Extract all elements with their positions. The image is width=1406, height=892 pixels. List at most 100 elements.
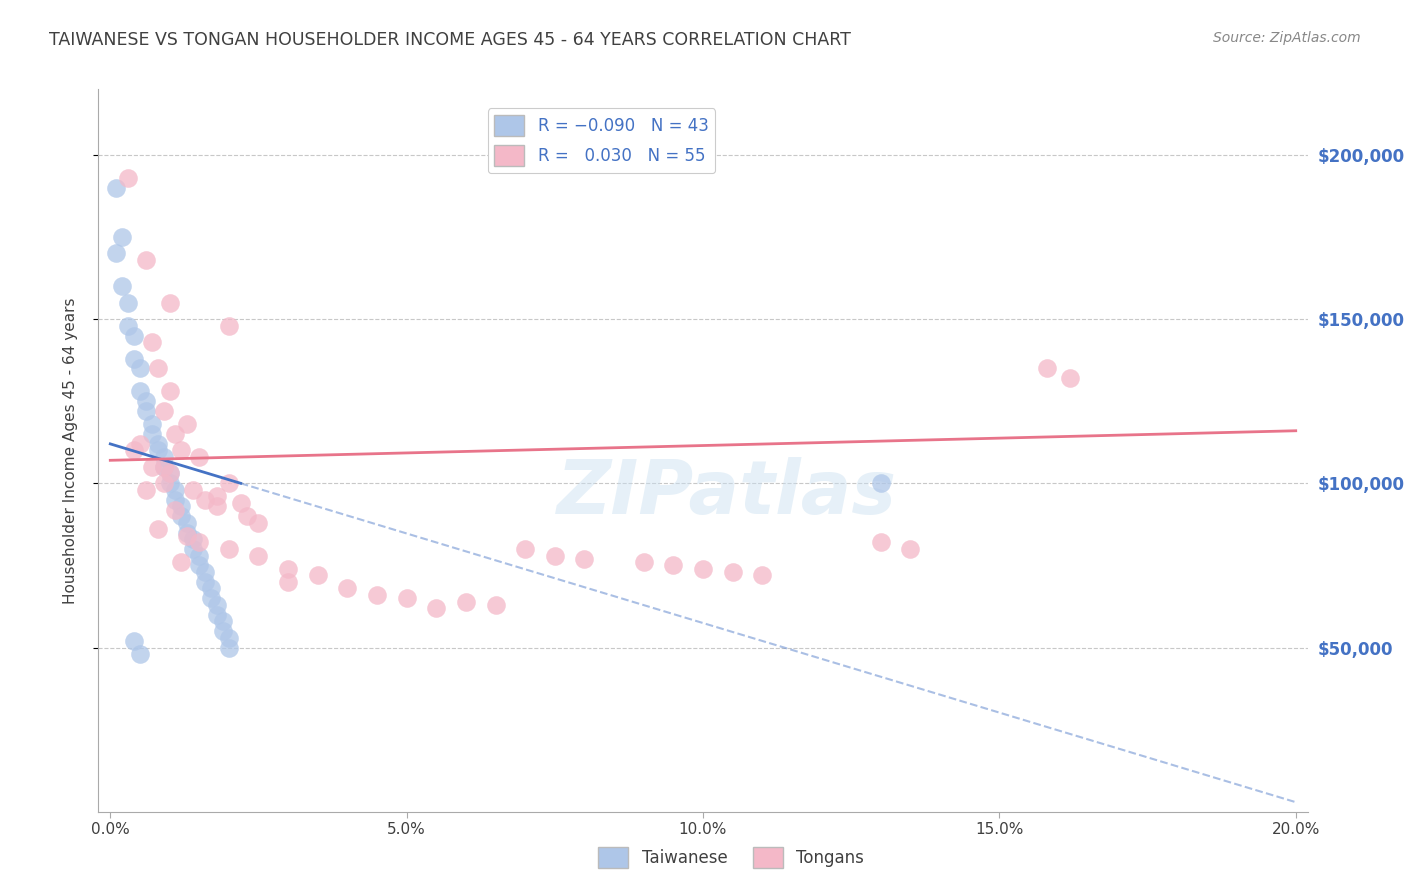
Point (515, 541, 537, 556)
Point (176, 417, 198, 432)
Point (105, 180, 128, 194)
Point (277, 574, 299, 589)
Point (159, 384, 181, 399)
Legend: Taiwanese, Tongans: Taiwanese, Tongans (592, 840, 870, 875)
Text: Source: ZipAtlas.com: Source: ZipAtlas.com (1213, 31, 1361, 45)
Point (181, 541, 204, 556)
Point (181, 532, 204, 546)
Point (146, 361, 169, 376)
Point (205, 598, 228, 612)
Point (141, 459, 163, 474)
Point (721, 565, 744, 579)
Point (129, 361, 152, 376)
Point (218, 318, 240, 333)
Point (122, 328, 145, 343)
Point (235, 509, 257, 524)
Point (247, 516, 270, 530)
Point (1059, 371, 1081, 385)
Point (165, 492, 187, 507)
Point (129, 384, 152, 399)
Point (152, 450, 174, 464)
Point (212, 614, 235, 628)
Point (159, 467, 181, 481)
Point (544, 549, 567, 563)
Point (188, 535, 211, 549)
Point (117, 295, 139, 310)
Point (176, 529, 198, 543)
Point (122, 351, 145, 366)
Point (662, 558, 685, 573)
Point (159, 295, 181, 310)
Legend: R = −0.090   N = 43, R =   0.030   N = 55: R = −0.090 N = 43, R = 0.030 N = 55 (488, 108, 716, 173)
Point (176, 516, 198, 530)
Point (188, 558, 211, 573)
Point (165, 483, 187, 497)
Point (170, 509, 193, 524)
Point (454, 594, 477, 608)
Point (170, 443, 193, 458)
Point (900, 541, 922, 556)
Point (247, 549, 270, 563)
Point (218, 541, 240, 556)
Point (194, 565, 217, 579)
Point (336, 582, 359, 596)
Point (218, 476, 240, 491)
Y-axis label: Householder Income Ages 45 - 64 years: Householder Income Ages 45 - 64 years (63, 297, 77, 604)
Point (111, 230, 134, 244)
Point (159, 476, 181, 491)
Point (146, 522, 169, 536)
Point (135, 252, 157, 267)
Point (135, 404, 157, 418)
Point (165, 427, 187, 442)
Point (200, 582, 222, 596)
Point (692, 562, 714, 576)
Text: TAIWANESE VS TONGAN HOUSEHOLDER INCOME AGES 45 - 64 YEARS CORRELATION CHART: TAIWANESE VS TONGAN HOUSEHOLDER INCOME A… (49, 31, 851, 49)
Point (152, 476, 174, 491)
Point (218, 631, 240, 645)
Point (165, 502, 187, 516)
Point (194, 492, 217, 507)
Point (141, 427, 163, 442)
Point (146, 437, 169, 451)
Point (135, 394, 157, 409)
Point (484, 598, 506, 612)
Point (188, 450, 211, 464)
Point (366, 588, 388, 602)
Text: ZIPatlas: ZIPatlas (557, 458, 897, 531)
Point (205, 607, 228, 622)
Point (229, 496, 252, 510)
Point (277, 562, 299, 576)
Point (141, 417, 163, 432)
Point (111, 279, 134, 293)
Point (129, 647, 152, 661)
Point (425, 601, 447, 615)
Point (869, 535, 891, 549)
Point (117, 170, 139, 185)
Point (212, 624, 235, 639)
Point (159, 467, 181, 481)
Point (170, 555, 193, 569)
Point (751, 568, 773, 582)
Point (188, 549, 211, 563)
Point (574, 551, 596, 566)
Point (135, 483, 157, 497)
Point (170, 500, 193, 514)
Point (176, 525, 198, 540)
Point (122, 634, 145, 648)
Point (117, 318, 139, 333)
Point (307, 568, 329, 582)
Point (869, 476, 891, 491)
Point (205, 500, 228, 514)
Point (152, 459, 174, 474)
Point (1036, 361, 1059, 376)
Point (200, 591, 222, 606)
Point (152, 404, 174, 418)
Point (205, 490, 228, 504)
Point (141, 334, 163, 349)
Point (633, 555, 655, 569)
Point (395, 591, 418, 606)
Point (146, 443, 169, 458)
Point (105, 246, 128, 260)
Point (181, 483, 204, 497)
Point (152, 459, 174, 474)
